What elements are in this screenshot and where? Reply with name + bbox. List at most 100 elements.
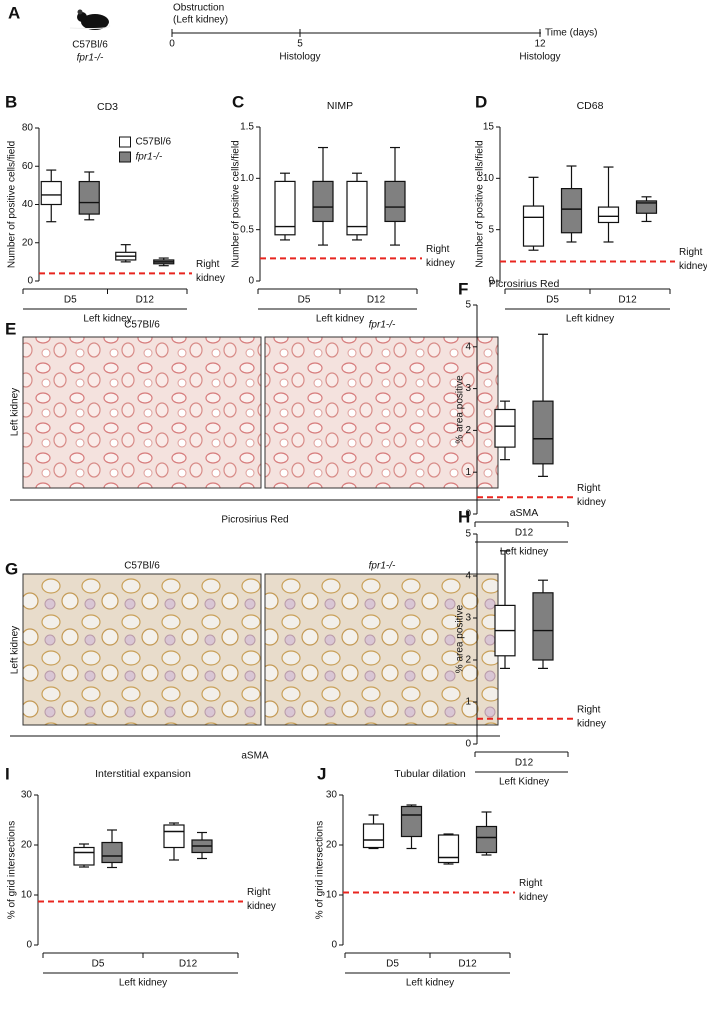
box	[635, 200, 658, 214]
box	[597, 206, 620, 224]
micrograph	[22, 336, 262, 489]
x-tick-label: D12	[458, 959, 477, 970]
y-tick-label: 1.0	[240, 173, 254, 184]
y-tick-label: 20	[22, 237, 34, 248]
box	[163, 824, 185, 849]
box	[101, 841, 123, 864]
mouse-icon	[69, 9, 111, 30]
y-axis-label: % of grid intersections	[7, 821, 18, 919]
box	[346, 180, 368, 236]
micrograph	[264, 573, 499, 726]
chart-title: Picrosirius Red	[489, 278, 560, 290]
box	[522, 205, 545, 247]
micrograph-row: Left kidney	[10, 388, 21, 436]
x-tick-label: D12	[179, 959, 198, 970]
legend-label: C57Bl/6	[136, 137, 172, 148]
micrograph	[264, 336, 499, 489]
box	[312, 180, 334, 223]
y-tick-label: 0	[27, 276, 33, 287]
reference-label: kidney	[426, 258, 455, 269]
reference-label: Right	[196, 259, 220, 270]
y-tick-label: 60	[22, 161, 34, 172]
x-tick-label: D5	[298, 295, 311, 306]
x-axis-label: Left kidney	[316, 314, 364, 325]
x-tick-label: D5	[386, 959, 399, 970]
y-tick-label: 2	[465, 425, 471, 436]
strain-label: C57Bl/6	[72, 40, 108, 51]
y-tick-label: 3	[465, 383, 471, 394]
x-axis-label: Left kidney	[500, 547, 548, 558]
box	[494, 408, 516, 448]
y-tick-label: 4	[465, 571, 471, 582]
micrograph-column: C57Bl/6	[124, 320, 160, 331]
chart-title: CD3	[97, 101, 118, 113]
reference-label: Right	[426, 244, 450, 255]
y-axis-label: % area positive	[455, 604, 466, 673]
y-tick-label: 3	[465, 613, 471, 624]
chart-title: NIMP	[327, 100, 353, 112]
y-tick-label: 0.5	[240, 224, 254, 235]
chart-title: CD68	[577, 100, 604, 112]
panel-label: J	[317, 764, 326, 783]
reference-label: Right	[577, 483, 601, 494]
reference-label: kidney	[519, 892, 548, 903]
micrograph-column: C57Bl/6	[124, 561, 160, 572]
reference-label: Right	[519, 878, 543, 889]
y-tick-label: 5	[465, 300, 471, 311]
reference-label: kidney	[577, 718, 606, 729]
timeline-day: 12	[534, 39, 546, 50]
panel-label: C	[232, 92, 244, 111]
y-tick-label: 5	[465, 529, 471, 540]
box	[73, 846, 95, 866]
box	[475, 825, 498, 854]
y-tick-label: 10	[21, 890, 33, 901]
reference-label: kidney	[577, 497, 606, 508]
panel-label: A	[8, 3, 20, 22]
x-axis-label: Left Kidney	[499, 777, 549, 788]
y-axis-label: Number of positive cells/field	[7, 141, 18, 268]
timeline-axis-label: Time (days)	[545, 28, 597, 39]
y-tick-label: 5	[488, 224, 494, 235]
panel-label: G	[5, 559, 18, 578]
y-tick-label: 0	[248, 276, 254, 287]
chart-title: aSMA	[510, 507, 539, 519]
panel-label: F	[458, 279, 468, 298]
event-label: Obstruction	[173, 3, 224, 14]
box	[560, 188, 583, 234]
reference-label: Right	[247, 887, 271, 898]
y-tick-label: 30	[326, 790, 338, 801]
x-tick-label: D12	[515, 758, 534, 769]
x-tick-label: D12	[515, 528, 534, 539]
x-tick-label: D12	[136, 295, 155, 306]
genotype-label: fpr1-/-	[77, 53, 104, 64]
micrograph-column: fpr1-/-	[369, 561, 396, 572]
timeline-day: 5	[297, 39, 303, 50]
x-tick-label: D5	[64, 295, 77, 306]
box	[437, 834, 460, 864]
x-tick-label: D5	[546, 295, 559, 306]
y-tick-label: 2	[465, 655, 471, 666]
y-tick-label: 40	[22, 199, 34, 210]
y-tick-label: 4	[465, 341, 471, 352]
x-axis-label: Left kidney	[83, 314, 131, 325]
box	[78, 180, 100, 215]
panel-label: D	[475, 92, 487, 111]
y-tick-label: 1	[465, 697, 471, 708]
y-tick-label: 0	[465, 509, 471, 520]
y-tick-label: 0	[331, 940, 337, 951]
readout-label: Histology	[279, 52, 320, 63]
box	[532, 400, 554, 465]
y-tick-label: 20	[326, 840, 338, 851]
y-tick-label: 1	[465, 467, 471, 478]
y-tick-label: 1.5	[240, 122, 254, 133]
readout-label: Histology	[519, 52, 560, 63]
chart-title: Interstitial expansion	[95, 768, 191, 780]
micrograph	[22, 573, 262, 726]
box	[384, 180, 406, 223]
legend-swatch	[119, 151, 131, 163]
y-tick-label: 0	[488, 276, 494, 287]
y-tick-label: 0	[26, 940, 32, 951]
event-label: (Left kidney)	[173, 15, 228, 26]
x-tick-label: D12	[367, 295, 386, 306]
